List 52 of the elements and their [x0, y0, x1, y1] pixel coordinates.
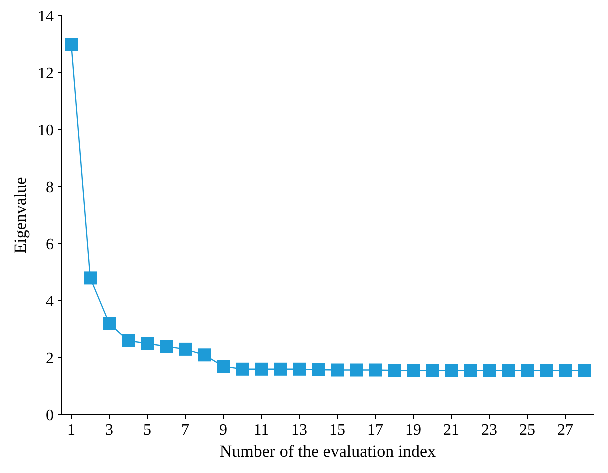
- x-tick-label: 11: [254, 422, 270, 439]
- point: [369, 364, 382, 377]
- y-tick-label: 2: [46, 350, 54, 368]
- x-axis-title: Number of the evaluation index: [220, 442, 437, 461]
- x-tick-label: 25: [520, 422, 536, 439]
- point: [274, 362, 287, 376]
- point: [483, 364, 496, 378]
- point: [179, 342, 192, 356]
- point: [350, 364, 363, 377]
- point: [65, 38, 78, 51]
- point: [217, 360, 230, 374]
- point: [407, 364, 420, 378]
- x-tick-label: 15: [330, 422, 346, 439]
- point: [255, 362, 268, 376]
- point: [502, 364, 515, 378]
- x-tick-label: 23: [482, 422, 498, 439]
- point: [160, 340, 173, 354]
- point: [312, 363, 325, 376]
- x-tick-label: 19: [406, 422, 422, 439]
- y-axis-title: Eigenvalue: [11, 177, 30, 254]
- point: [141, 337, 154, 350]
- point: [426, 364, 439, 378]
- x-tick-label: 1: [68, 422, 76, 439]
- point: [578, 364, 591, 378]
- x-tick-label: 9: [220, 422, 228, 439]
- x-tick-label: 21: [444, 422, 460, 439]
- point: [388, 364, 401, 378]
- x-tick-label: 3: [106, 422, 114, 439]
- y-tick-label: 4: [46, 294, 54, 311]
- point: [540, 364, 553, 378]
- x-tick-label: 13: [292, 422, 308, 439]
- y-tick-label: 8: [46, 180, 54, 197]
- point: [103, 317, 116, 330]
- point: [521, 364, 534, 378]
- x-tick-label: 27: [558, 422, 574, 439]
- point: [236, 362, 249, 376]
- y-tick-label: 10: [38, 122, 54, 140]
- point: [198, 348, 211, 362]
- y-tick-label: 12: [38, 66, 54, 83]
- y-tick-label: 0: [46, 408, 54, 425]
- point: [464, 364, 477, 378]
- y-tick-label: 14: [38, 8, 54, 26]
- y-tick-label: 6: [46, 236, 54, 254]
- x-tick-label: 5: [144, 422, 152, 439]
- point: [122, 334, 135, 348]
- point: [445, 364, 458, 378]
- point: [84, 272, 97, 285]
- point: [293, 362, 306, 376]
- x-tick-label: 7: [182, 422, 190, 439]
- x-tick-label: 17: [368, 422, 384, 439]
- point: [331, 364, 344, 377]
- point: [559, 364, 572, 378]
